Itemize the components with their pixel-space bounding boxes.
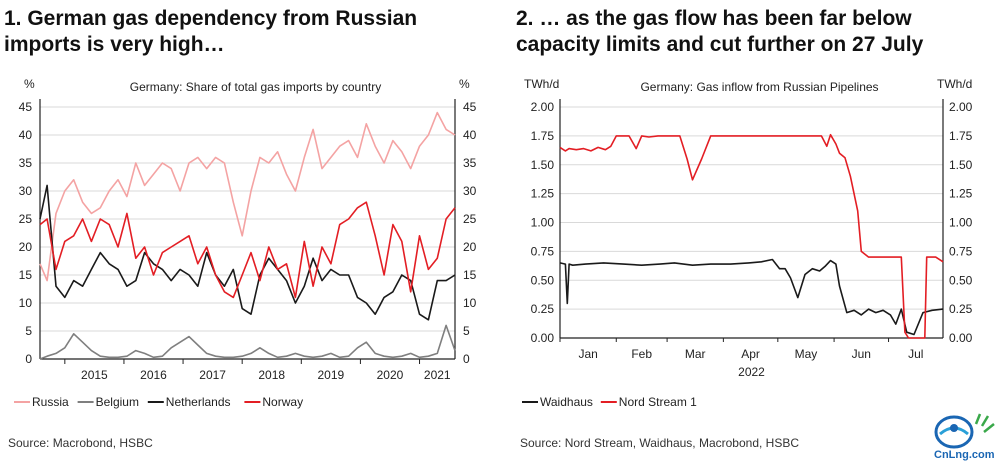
- chart1-ytick-left: 40: [19, 128, 33, 142]
- chart2-legend-label: Nord Stream 1: [619, 395, 697, 409]
- logo-mark-icon: CnLng.com: [934, 413, 995, 461]
- chart2-subtitle: Germany: Gas inflow from Russian Pipelin…: [640, 80, 878, 94]
- chart1-ytick-right: 15: [463, 268, 477, 282]
- panel2-title: 2. … as the gas flow has been far below …: [516, 6, 923, 58]
- chart2-ytick-left: 2.00: [531, 100, 555, 114]
- chart1-ytick-right: 5: [463, 324, 470, 338]
- chart1-ytick-left: 10: [19, 296, 33, 310]
- logo-text: CnLng.com: [934, 449, 995, 461]
- chart1-xtick-label: 2019: [318, 368, 345, 382]
- chart2-ytick-left: 1.50: [531, 158, 555, 172]
- chart1-ytick-left: 25: [19, 212, 33, 226]
- panel2-title-line2: capacity limits and cut further on 27 Ju…: [516, 33, 924, 56]
- chart1-xtick-label: 2016: [140, 368, 167, 382]
- chart2-series-waidhaus: [559, 258, 944, 336]
- chart2-ytick-left: 0.75: [531, 244, 555, 258]
- chart1-series-belgium: [39, 324, 456, 360]
- chart1-series-netherlands: [39, 184, 456, 321]
- chart1-ytick-right: 25: [463, 212, 477, 226]
- chart2-xtick-label: Feb: [631, 347, 652, 361]
- chart2-xlabel: 2022: [738, 365, 765, 379]
- chart2-ytick-right: 0.00: [949, 331, 973, 345]
- chart1-ytick-right: 20: [463, 240, 477, 254]
- chart2-ytick-right: 1.75: [949, 129, 973, 143]
- chart1-ytick-left: 45: [19, 100, 33, 114]
- chart2-legend-label: Waidhaus: [540, 395, 593, 409]
- chart2-xtick-label: May: [795, 347, 818, 361]
- chart1-ytick-right: 45: [463, 100, 477, 114]
- chart2-ytick-left: 1.00: [531, 216, 555, 230]
- chart2-unit-left: TWh/d: [524, 77, 559, 91]
- panel1-title-line1: 1. German gas dependency from Russian: [4, 7, 418, 30]
- chart1-ytick-left: 35: [19, 156, 33, 170]
- chart2-ytick-right: 0.50: [949, 273, 973, 287]
- chart1-unit-left: %: [24, 77, 35, 91]
- chart1-xtick-label: 2021: [424, 368, 451, 382]
- chart1-legend-label: Belgium: [96, 395, 139, 409]
- chart1-unit-right: %: [459, 77, 470, 91]
- chart2-ytick-right: 0.75: [949, 244, 973, 258]
- chart2-ytick-left: 0.50: [531, 273, 555, 287]
- chart2-ytick-left: 0.00: [531, 331, 555, 345]
- chart1-ytick-left: 15: [19, 268, 33, 282]
- cnlng-logo: CnLng.com: [926, 408, 998, 462]
- chart2-xtick-label: Jun: [852, 347, 871, 361]
- panel1-title: 1. German gas dependency from Russian im…: [4, 6, 417, 58]
- chart1-ytick-right: 35: [463, 156, 477, 170]
- panel1-title-line2: imports is very high…: [4, 33, 225, 56]
- chart1-ytick-left: 5: [25, 324, 32, 338]
- chart2-xtick-label: Jan: [578, 347, 597, 361]
- chart1-xtick-label: 2018: [258, 368, 285, 382]
- chart1-xtick-label: 2015: [81, 368, 108, 382]
- panel2-title-line1: 2. … as the gas flow has been far below: [516, 7, 912, 30]
- chart2-ytick-left: 1.75: [531, 129, 555, 143]
- chart2-ytick-left: 1.25: [531, 187, 555, 201]
- chart1-xtick-label: 2020: [377, 368, 404, 382]
- chart1-subtitle: Germany: Share of total gas imports by c…: [130, 80, 381, 94]
- chart1-ytick-left: 20: [19, 240, 33, 254]
- chart2-ytick-right: 1.00: [949, 216, 973, 230]
- chart2-series-nord-stream-1: [559, 133, 944, 339]
- chart2-unit-right: TWh/d: [937, 77, 972, 91]
- chart2-ytick-right: 2.00: [949, 100, 973, 114]
- chart1-ytick-left: 0: [25, 352, 32, 366]
- chart2-ytick-right: 1.25: [949, 187, 973, 201]
- chart1-series-russia: [39, 111, 456, 282]
- panel2-source: Source: Nord Stream, Waidhaus, Macrobond…: [520, 436, 800, 450]
- chart1-ytick-right: 40: [463, 128, 477, 142]
- chart1-series-norway: [39, 201, 456, 299]
- chart1-legend-label: Netherlands: [166, 395, 231, 409]
- chart1-ytick-right: 10: [463, 296, 477, 310]
- chart2-xtick-label: Apr: [741, 347, 760, 361]
- chart1-legend-label: Norway: [262, 395, 303, 409]
- panel1-source: Source: Macrobond, HSBC: [8, 436, 153, 450]
- chart2-xtick-label: Mar: [685, 347, 706, 361]
- chart1-ytick-left: 30: [19, 184, 33, 198]
- chart2-ytick-right: 1.50: [949, 158, 973, 172]
- chart2-group: 0.00 0.00 0.25 0.25 0.50 0.50 0.75 0.75 1.00 1.00…: [522, 77, 973, 409]
- chart1-xtick-label: 2017: [199, 368, 226, 382]
- chart2-xtick-label: Jul: [908, 347, 923, 361]
- chart1-ytick-right: 30: [463, 184, 477, 198]
- chart2-ytick-left: 0.25: [531, 302, 555, 316]
- chart1-ytick-right: 0: [463, 352, 470, 366]
- chart1-legend-label: Russia: [32, 395, 69, 409]
- chart2-ytick-right: 0.25: [949, 302, 973, 316]
